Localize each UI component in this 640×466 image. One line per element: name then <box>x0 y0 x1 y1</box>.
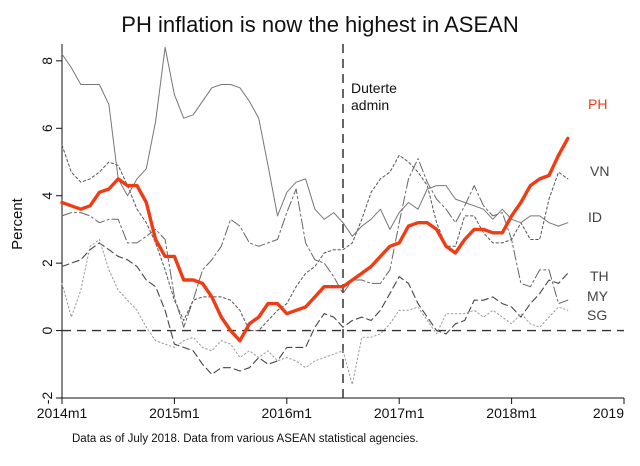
duterte-admin-label: Duterte <box>351 80 397 96</box>
y-tick-label: 6 <box>39 124 55 132</box>
series-line-vn <box>61 144 569 332</box>
series-label-th: TH <box>590 268 609 284</box>
series-label-vn: VN <box>590 163 609 179</box>
duterte-admin-label: admin <box>351 97 389 113</box>
axes: -2 0 2 4 6 8 2014m1 2015m1 2016m1 2017m1 2018m1 201… <box>37 44 625 421</box>
series-line-id <box>61 46 569 237</box>
chart-title: PH inflation is now the highest in ASEAN <box>121 12 518 37</box>
x-tick-label: 2018m1 <box>486 405 537 421</box>
y-tick-label: 0 <box>39 326 55 334</box>
series-line-sg <box>61 239 569 385</box>
series-line-my <box>61 158 569 328</box>
y-axis-label: Percent <box>9 197 26 250</box>
series-layer <box>60 46 570 385</box>
y-tick-label: 8 <box>39 57 55 65</box>
y-tick-label: -2 <box>39 392 55 405</box>
y-tick-label: 2 <box>39 259 55 267</box>
series-label-ph: PH <box>588 96 607 112</box>
x-tick-label: 2017m1 <box>374 405 425 421</box>
series-label-my: MY <box>587 288 609 304</box>
series-labels: PH VN ID TH MY SG <box>587 96 609 323</box>
y-tick-label: 4 <box>39 192 55 200</box>
series-line-ph <box>60 136 570 343</box>
source-note: Data as of July 2018. Data from various … <box>72 433 418 445</box>
x-tick-label: 2016m1 <box>262 405 313 421</box>
series-label-id: ID <box>588 209 602 225</box>
x-tick-label: 2014m1 <box>37 405 88 421</box>
x-tick-label: 2015m1 <box>149 405 200 421</box>
series-line-th <box>61 242 569 375</box>
series-label-sg: SG <box>587 307 607 323</box>
x-tick-label: 2019 <box>593 405 624 421</box>
